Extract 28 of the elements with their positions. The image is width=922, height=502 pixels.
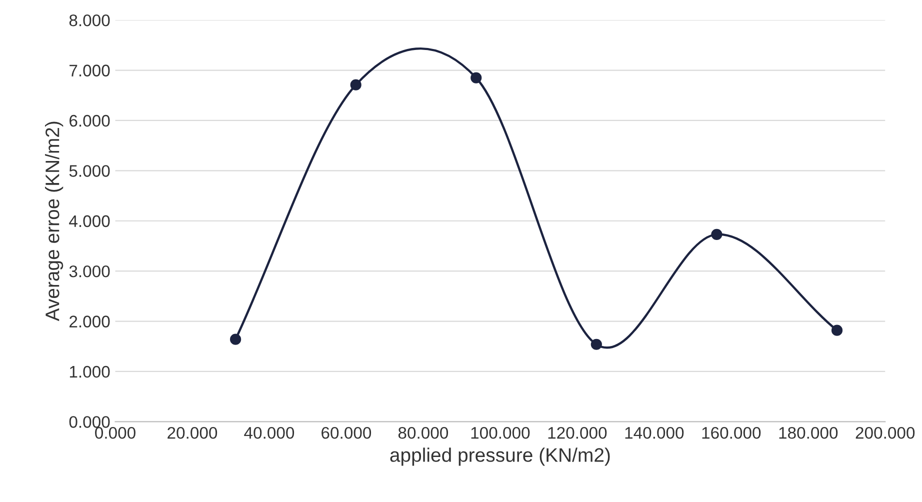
x-tick-label: 120.000 bbox=[548, 426, 607, 439]
x-axis-title: applied pressure (KN/m2) bbox=[390, 448, 610, 466]
x-tick-label: 140.000 bbox=[625, 426, 684, 439]
point bbox=[470, 72, 482, 84]
x-tick-label: 0.000 bbox=[95, 426, 136, 439]
point bbox=[590, 338, 602, 350]
y-tick-label: 8.000 bbox=[69, 14, 110, 26]
x-tick-label: 200.000 bbox=[856, 426, 915, 439]
y-tick-label: 2.000 bbox=[70, 316, 110, 328]
x-tick-label: 100.000 bbox=[471, 426, 530, 439]
y-axis-title: Average erroe (KN/m2) bbox=[45, 122, 64, 322]
y-tick-label: 5.000 bbox=[69, 165, 110, 177]
point bbox=[230, 334, 242, 345]
y-tick-label: 4.000 bbox=[69, 215, 110, 228]
y-tick-label: 1.000 bbox=[70, 366, 110, 378]
x-tick-label: 80.000 bbox=[398, 426, 448, 439]
x-tick-label: 160.000 bbox=[702, 426, 761, 439]
y-tick-label: 0.000 bbox=[69, 416, 110, 428]
point bbox=[831, 324, 843, 336]
point bbox=[711, 228, 722, 240]
y-tick-label: 7.000 bbox=[70, 64, 110, 76]
point bbox=[350, 79, 362, 90]
x-tick-label: 180.000 bbox=[779, 426, 838, 439]
x-tick-label: 40.000 bbox=[244, 426, 294, 439]
x-tick-label: 20.000 bbox=[168, 426, 218, 439]
y-tick-label: 6.000 bbox=[70, 114, 110, 127]
y-tick-label: 3.000 bbox=[69, 265, 110, 278]
x-tick-label: 60.000 bbox=[322, 426, 372, 439]
